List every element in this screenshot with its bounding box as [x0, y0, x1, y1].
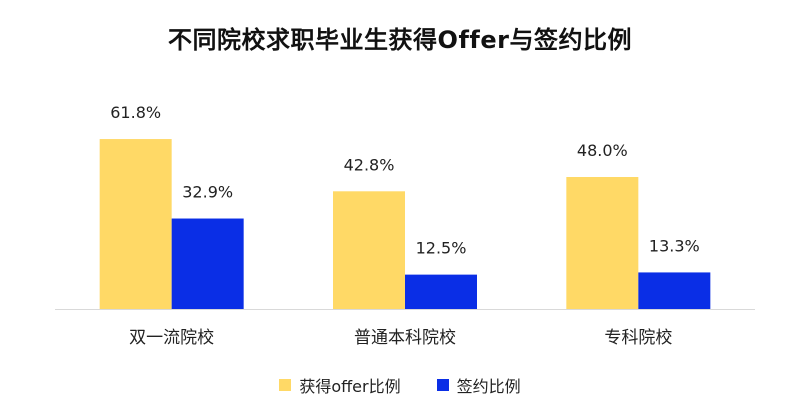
bar-signed-2 [638, 272, 711, 309]
data-label-signed-2: 13.3% [649, 236, 700, 255]
bar-signed-1 [405, 274, 477, 309]
category-label-1: 普通本科院校 [354, 328, 456, 348]
bar-signed-0 [171, 218, 244, 309]
bar-offer-2 [566, 177, 639, 309]
legend-label-offer: 获得offer比例 [299, 377, 401, 396]
value-labels-group: 61.8% 32.9% 42.8% 12.5% 48.0% 13.3% [110, 103, 699, 258]
category-label-2: 专科院校 [604, 328, 672, 348]
category-label-0: 双一流院校 [129, 328, 214, 348]
legend-label-signed: 签约比例 [456, 377, 521, 396]
data-label-offer-0: 61.8% [110, 103, 161, 122]
category-labels-group: 双一流院校 普通本科院校 专科院校 [129, 328, 672, 348]
legend-item-offer: 获得offer比例 [279, 373, 401, 397]
data-label-offer-1: 42.8% [344, 155, 395, 174]
legend: 获得offer比例 签约比例 [0, 373, 800, 397]
legend-item-signed: 签约比例 [436, 373, 521, 397]
data-label-offer-2: 48.0% [577, 141, 628, 160]
bar-offer-0 [99, 139, 172, 309]
bar-offer-1 [333, 191, 405, 309]
legend-swatch-signed [436, 379, 449, 391]
data-label-signed-0: 32.9% [182, 183, 233, 202]
chart-title: 不同院校求职毕业生获得Offer与签约比例 [168, 26, 632, 54]
data-label-signed-1: 12.5% [416, 239, 467, 258]
bars-group [99, 139, 711, 309]
legend-swatch-offer [279, 379, 292, 391]
